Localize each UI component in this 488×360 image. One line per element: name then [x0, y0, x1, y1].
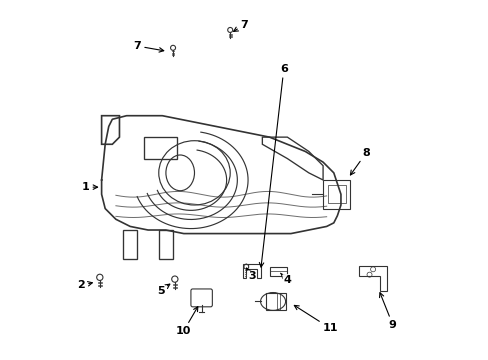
Text: 4: 4 [280, 273, 291, 285]
Text: 1: 1 [81, 182, 98, 192]
Text: 10: 10 [176, 307, 198, 336]
Text: 5: 5 [157, 284, 169, 296]
Text: 2: 2 [77, 280, 92, 291]
Text: 11: 11 [294, 305, 337, 333]
Text: 6: 6 [259, 64, 287, 267]
Text: 9: 9 [379, 293, 396, 330]
Text: 8: 8 [350, 148, 369, 175]
Text: 7: 7 [233, 19, 248, 31]
Text: 3: 3 [246, 268, 255, 282]
Text: 7: 7 [133, 41, 163, 52]
